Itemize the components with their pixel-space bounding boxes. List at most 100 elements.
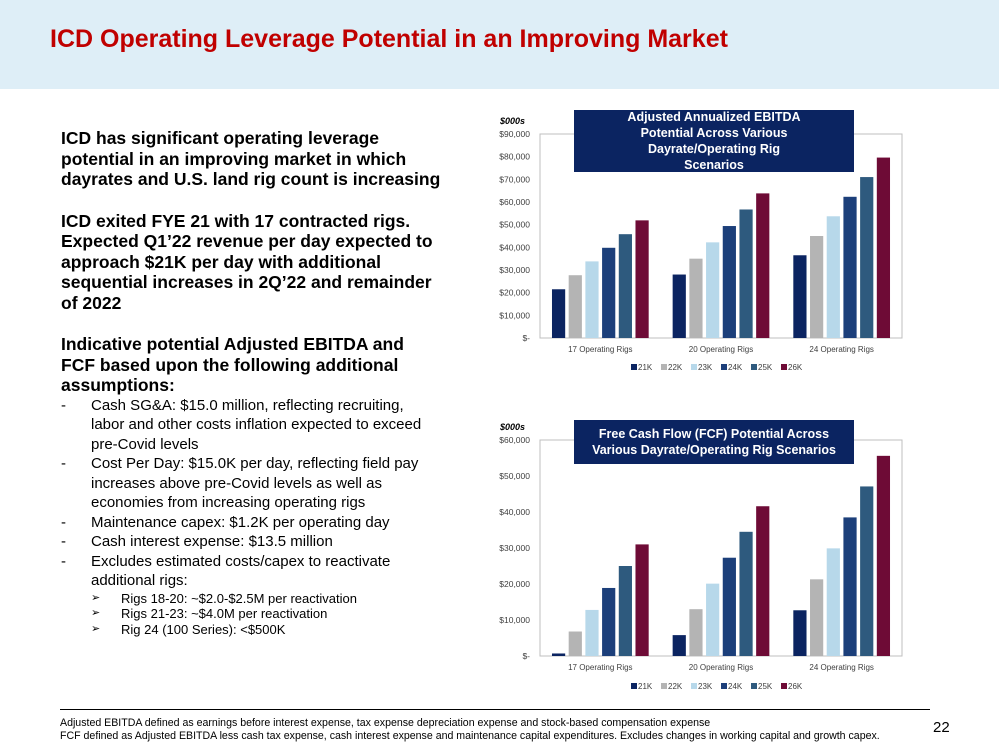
x-category-label: 17 Operating Rigs: [568, 345, 632, 354]
bar-24K-2: [843, 196, 857, 338]
assumption-item: - Cost Per Day: $15.0K per day, reflectin…: [61, 454, 441, 513]
legend-label: 26K: [788, 363, 803, 372]
chart-title: Adjusted Annualized EBITDA Potential Acro…: [627, 110, 800, 172]
chart-svg: $000s $- $10,000 $20,000 $30,000 $40,000 $50,0…: [499, 110, 903, 372]
header-band: ICD Operating Leverage Potential in an I…: [0, 0, 999, 89]
chart-title-line: Adjusted Annualized EBITDA: [627, 110, 800, 124]
bar-25K-1: [739, 209, 753, 338]
y-tick-label: $50,000: [499, 220, 530, 230]
y-tick-label: $60,000: [499, 435, 530, 445]
chart-title-line: Scenarios: [684, 158, 744, 172]
bar-22K-0: [568, 275, 582, 338]
legend-label: 21K: [638, 682, 653, 691]
arrow-bullet-icon: ➢: [91, 622, 101, 635]
bar-23K-1: [706, 242, 720, 338]
bar-21K-1: [672, 274, 686, 338]
assumption-item: - Cash interest expense: $13.5 million: [61, 532, 441, 552]
assumption-text: Excludes estimated costs/capex to reacti…: [91, 552, 391, 590]
bar-23K-0: [585, 609, 599, 656]
y-tick-label: $30,000: [499, 543, 530, 553]
left-text-column: ICD has significant operating leverage p…: [61, 128, 441, 637]
footnotes: Adjusted EBITDA defined as earnings befo…: [60, 717, 880, 742]
legend-label: 21K: [638, 363, 653, 372]
dash-marker: -: [61, 396, 66, 414]
arrow-bullet-icon: ➢: [91, 607, 101, 619]
assumption-text: Cash interest expense: $13.5 million: [91, 533, 333, 550]
paragraph-assumptions: Indicative potential Adjusted EBITDA and…: [61, 334, 404, 395]
y-tick-label: $50,000: [499, 471, 530, 481]
y-tick-label: $40,000: [499, 242, 530, 252]
bar-25K-0: [618, 234, 632, 338]
chart-title: Free Cash Flow (FCF) Potential Across Var…: [592, 427, 836, 457]
ebitda-chart: $000s $- $10,000 $20,000 $30,000 $40,000 $50,0…: [488, 106, 908, 386]
chart-title-box: [574, 420, 854, 464]
y-tick-label: $20,000: [499, 579, 530, 589]
bar-22K-1: [689, 258, 703, 338]
y-tick-label: $70,000: [499, 174, 530, 184]
x-category-label: 20 Operating Rigs: [689, 345, 753, 354]
bar-21K-2: [793, 255, 807, 338]
y-tick-label: $80,000: [499, 152, 530, 162]
y-unit-label: $000s: [499, 422, 525, 432]
chart-title-line: Potential Across Various: [641, 126, 788, 140]
bar-21K-0: [551, 653, 566, 656]
bar-25K-2: [860, 486, 874, 656]
reactivation-text: Rig 24 (100 Series): <$500K: [121, 621, 286, 637]
reactivation-item: ➢ Rigs 21-23: ~$4.0M per reactivation: [91, 606, 441, 622]
legend-swatch: [781, 683, 787, 689]
legend-label: 24K: [728, 682, 743, 691]
bar-21K-1: [672, 635, 686, 656]
y-tick-label: $20,000: [499, 288, 530, 298]
y-tick-label: $30,000: [499, 265, 530, 275]
chart-title-box: [574, 110, 854, 172]
paragraph-operating-leverage: ICD has significant operating leverage p…: [61, 128, 441, 189]
assumption-text: Cash SG&A: $15.0 million, reflecting rec…: [91, 396, 422, 453]
x-category-label: 17 Operating Rigs: [568, 663, 632, 672]
assumption-item: - Cash SG&A: $15.0 million, reflecting re…: [61, 396, 441, 455]
bar-26K-1: [756, 506, 770, 656]
legend-swatch: [631, 683, 637, 689]
y-tick-label: $90,000: [499, 129, 530, 139]
bar-24K-2: [843, 517, 857, 656]
x-category-label: 20 Operating Rigs: [689, 663, 753, 672]
bar-22K-1: [689, 609, 703, 656]
bar-23K-2: [826, 548, 840, 656]
fcf-chart: $000s $- $10,000 $20,000 $30,000 $40,000 $50,0…: [488, 412, 908, 702]
assumption-item: - Maintenance capex: $1.2K per operating …: [61, 513, 441, 533]
legend-swatch: [661, 364, 667, 370]
arrow-bullet-icon: ➢: [91, 591, 101, 604]
legend-label: 23K: [698, 682, 713, 691]
bar-22K-2: [810, 579, 824, 656]
bar-26K-2: [876, 157, 891, 338]
page-number: 22: [933, 719, 950, 736]
bar-26K-0: [635, 220, 649, 338]
legend-label: 22K: [668, 363, 683, 372]
reactivation-list: ➢ Rigs 18-20: ~$2.0-$2.5M per reactivatio…: [91, 591, 441, 638]
y-tick-label: $40,000: [499, 507, 530, 517]
legend-swatch: [721, 364, 727, 370]
reactivation-text: Rigs 18-20: ~$2.0-$2.5M per reactivation: [121, 590, 357, 606]
footnote-ebitda: Adjusted EBITDA defined as earnings befo…: [60, 717, 711, 729]
bar-22K-0: [568, 631, 582, 656]
legend-swatch: [691, 364, 697, 370]
bar-23K-0: [585, 261, 599, 338]
bar-24K-1: [722, 226, 736, 338]
assumption-text: Maintenance capex: $1.2K per operating d…: [91, 513, 390, 531]
chart-title-line: Dayrate/Operating Rig: [648, 142, 780, 156]
chart-title-line: Free Cash Flow (FCF) Potential Across: [599, 427, 829, 441]
legend-label: 25K: [758, 363, 773, 372]
bar-23K-1: [706, 583, 720, 656]
y-unit-label: $000s: [499, 116, 525, 126]
legend-swatch: [781, 364, 787, 370]
bar-24K-0: [602, 587, 616, 656]
y-tick-label: $60,000: [499, 197, 530, 207]
bar-25K-2: [860, 177, 874, 338]
dash-marker: -: [61, 513, 66, 531]
legend-label: 24K: [728, 363, 743, 372]
footer-divider: [60, 709, 930, 710]
legend-label: 25K: [758, 682, 773, 691]
y-tick-label: $-: [522, 333, 530, 343]
bar-26K-2: [876, 455, 891, 656]
bar-26K-1: [756, 193, 770, 338]
legend-label: 23K: [698, 363, 713, 372]
